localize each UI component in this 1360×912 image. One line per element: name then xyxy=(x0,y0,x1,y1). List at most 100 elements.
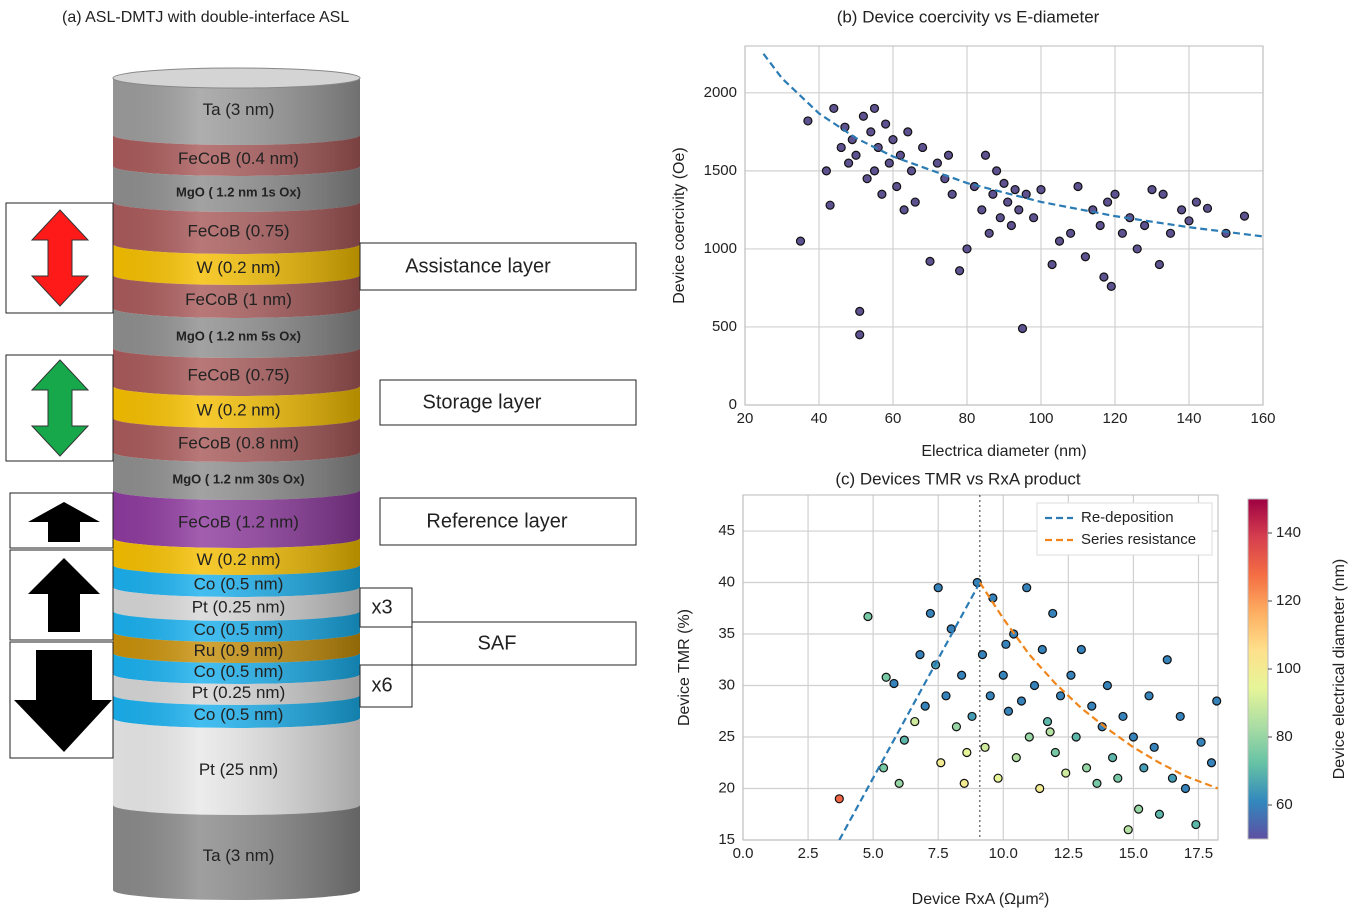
point xyxy=(1021,189,1031,199)
point xyxy=(1016,696,1027,706)
x-tick-label: 60 xyxy=(885,410,902,427)
point xyxy=(943,150,954,160)
point xyxy=(999,178,1009,188)
layer-label: Co (0.5 nm) xyxy=(194,574,284,593)
down-arrow xyxy=(14,650,112,752)
y-axis-label: Device coercivity (Oe) xyxy=(671,147,688,303)
point xyxy=(1239,211,1250,221)
fit-line xyxy=(762,53,1263,238)
label-box xyxy=(379,379,637,426)
layer-label: Co (0.5 nm) xyxy=(194,662,284,681)
layer-label: FeCoB (0.75) xyxy=(187,221,289,240)
point xyxy=(829,103,839,114)
point xyxy=(866,127,876,137)
chart-title: (c) Devices TMR vs RxA product xyxy=(835,469,1081,488)
point xyxy=(910,716,920,727)
colorbar-tick-label: 120 xyxy=(1276,592,1301,609)
point xyxy=(877,189,887,199)
y-tick-label: 25 xyxy=(718,728,735,745)
layer-label: FeCoB (1 nm) xyxy=(185,290,292,309)
y-tick-label: 30 xyxy=(718,676,735,693)
x-axis-label: Device RxA (Ωμm²) xyxy=(912,891,1050,908)
point xyxy=(1045,727,1055,737)
point xyxy=(1050,747,1060,758)
y-tick-label: 1500 xyxy=(704,162,737,179)
point xyxy=(932,158,943,168)
point xyxy=(903,127,913,137)
label-box xyxy=(359,242,637,291)
chart: 20 40 60 80 100 120 140 160 0 500 1000 1500 2000 (b) … xyxy=(671,7,1275,460)
x-tick-label: 80 xyxy=(959,410,976,427)
point xyxy=(1128,732,1139,742)
point xyxy=(1011,753,1021,763)
point xyxy=(1024,732,1034,742)
layer-label: W (0.2 nm) xyxy=(196,400,280,419)
point xyxy=(962,747,972,758)
point xyxy=(1080,252,1091,262)
point xyxy=(855,330,865,340)
cylinder-top xyxy=(112,67,361,89)
point xyxy=(1107,753,1118,763)
fit-line xyxy=(838,582,981,840)
layer-label: FeCoB (0.75) xyxy=(187,365,289,384)
label-box xyxy=(359,587,413,628)
point xyxy=(1029,680,1040,691)
point xyxy=(947,189,957,199)
chart-title: (b) Device coercivity vs E-diameter xyxy=(837,7,1100,26)
legend-label: Series resistance xyxy=(1081,531,1196,548)
point xyxy=(1113,773,1123,783)
point xyxy=(884,158,894,168)
point xyxy=(954,266,965,276)
point xyxy=(925,256,935,266)
layer-label: Pt (0.25 nm) xyxy=(192,597,286,616)
layer-label: SAF xyxy=(478,632,517,654)
label-box xyxy=(359,664,413,708)
x-tick-label: 10.0 xyxy=(989,845,1018,862)
x-tick-label: 100 xyxy=(1028,410,1053,427)
legend-label: Re-deposition xyxy=(1081,509,1174,526)
point xyxy=(957,670,967,680)
y-tick-label: 500 xyxy=(712,318,737,335)
up-arrow xyxy=(28,502,100,542)
point xyxy=(1106,281,1116,291)
point xyxy=(1123,825,1133,835)
layer-stack: Ta (3 nm) FeCoB (0.4 nm) MgO ( 1.2 nm 1s O… xyxy=(112,67,361,900)
plot-frame xyxy=(742,494,1219,841)
layer-label: MgO ( 1.2 nm 5s Ox) xyxy=(176,328,301,343)
colorbar xyxy=(1247,498,1269,840)
point xyxy=(962,244,972,254)
y-tick-label: 45 xyxy=(718,522,735,539)
point xyxy=(899,735,909,745)
colorbar-tick-label: 100 xyxy=(1276,660,1301,677)
y-tick-label: 2000 xyxy=(704,84,737,101)
point xyxy=(1110,189,1120,199)
layer-label: Storage layer xyxy=(423,391,542,413)
layer-label: Ta (3 nm) xyxy=(203,846,275,865)
point xyxy=(869,103,880,114)
point xyxy=(941,691,951,701)
layer-label: W (0.2 nm) xyxy=(196,550,280,569)
layer-label: Pt (0.25 nm) xyxy=(192,683,286,702)
up-arrow xyxy=(28,558,100,632)
point xyxy=(1010,185,1020,195)
point xyxy=(892,181,902,192)
point xyxy=(1017,323,1028,334)
x-tick-label: 160 xyxy=(1250,410,1275,427)
point xyxy=(1196,737,1206,747)
point xyxy=(894,778,904,788)
point xyxy=(1066,670,1076,680)
point xyxy=(984,228,994,238)
point xyxy=(869,166,880,176)
point xyxy=(803,116,813,126)
point xyxy=(980,742,990,752)
layer-label: Assistance layer xyxy=(405,255,551,277)
point xyxy=(967,711,977,722)
point xyxy=(910,197,920,207)
x-tick-label: 20 xyxy=(737,410,754,427)
y-axis-label: Device TMR (%) xyxy=(676,609,693,726)
diagram-title: (a) ASL-DMTJ with double-interface ASL xyxy=(62,9,349,26)
point xyxy=(1102,197,1113,207)
label-box xyxy=(411,621,637,666)
y-tick-label: 0 xyxy=(729,396,737,413)
